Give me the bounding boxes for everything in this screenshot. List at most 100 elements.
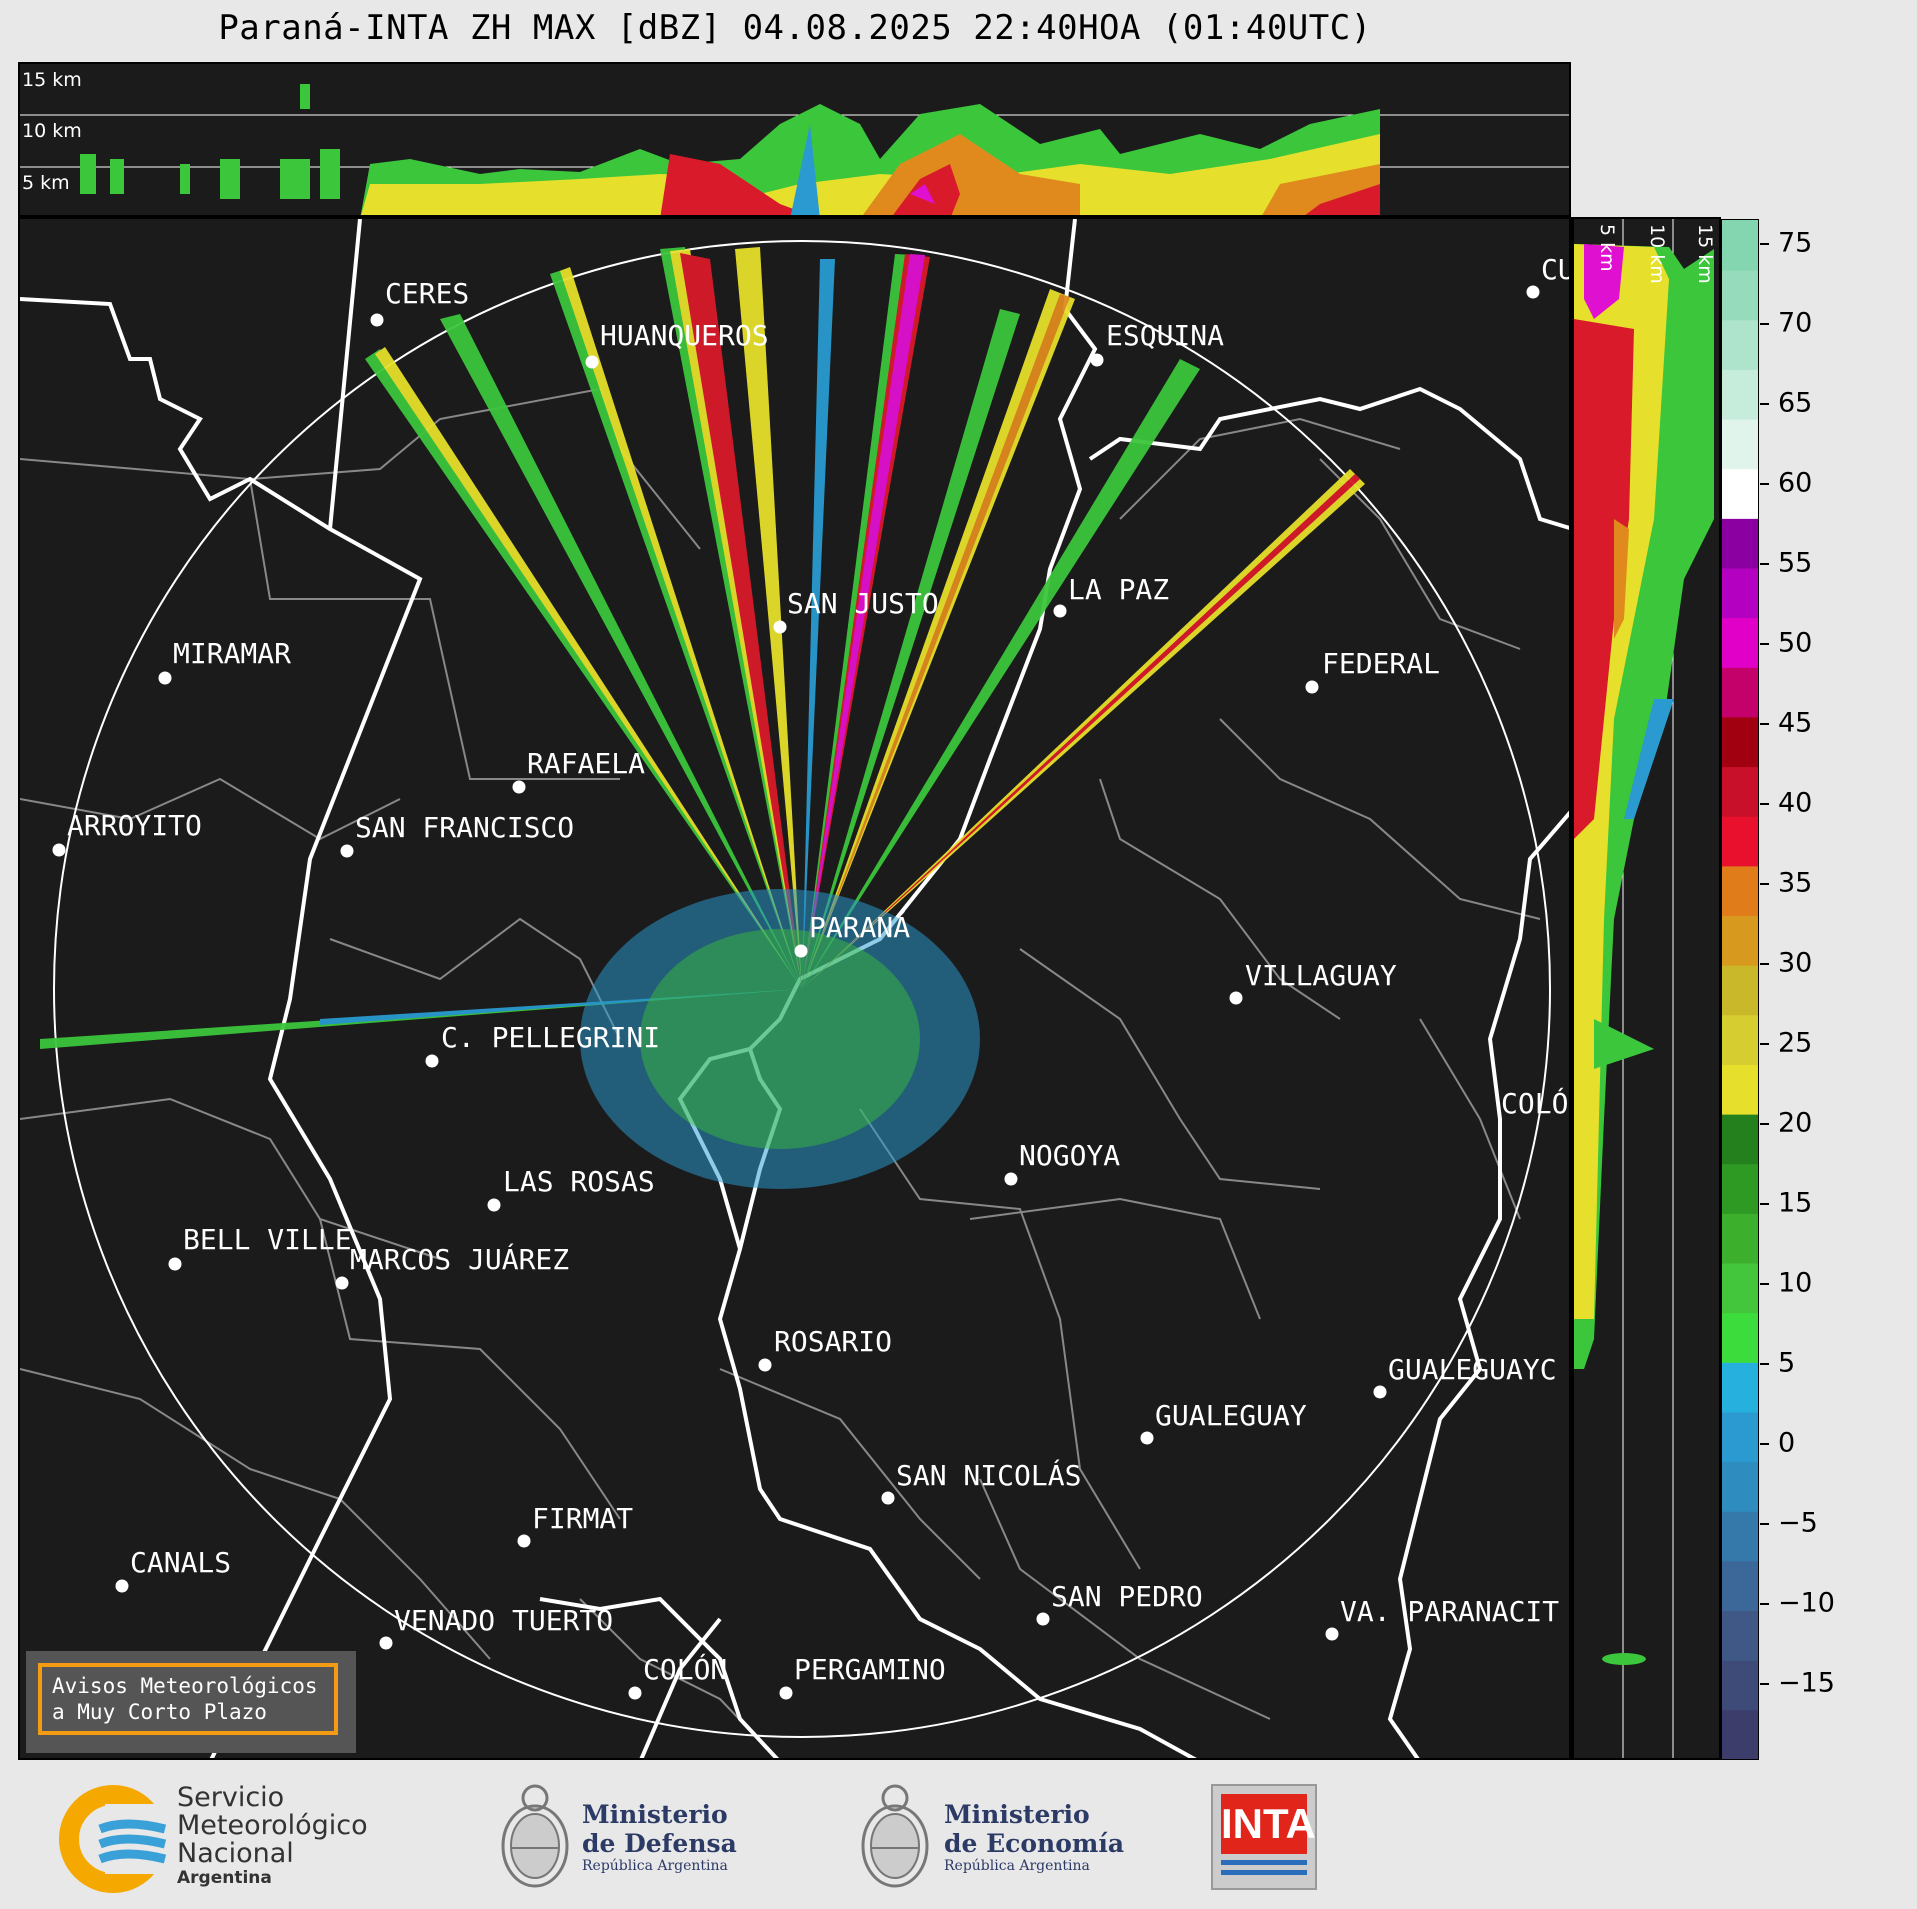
- colorbar-band: [1722, 1610, 1758, 1661]
- colorbar-band: [1722, 319, 1758, 370]
- colorbar-band: [1722, 1063, 1758, 1115]
- city-label-huanqueros: HUANQUEROS: [600, 319, 769, 352]
- colorbar-tick-label: 45: [1778, 707, 1813, 739]
- colorbar-band: [1722, 1411, 1758, 1463]
- smn-logo-icon: [59, 1785, 175, 1893]
- city-label-rafaela: RAFAELA: [527, 747, 646, 780]
- colorbar: [1721, 219, 1759, 1760]
- colorbar-band: [1722, 1510, 1758, 1562]
- colorbar-band: [1722, 865, 1758, 917]
- range-ring: [53, 240, 1551, 1738]
- colorbar-tick: [1760, 1203, 1769, 1205]
- colorbar-band: [1722, 1659, 1758, 1711]
- city-label-bell-ville: BELL VILLE: [183, 1223, 352, 1256]
- colorbar-tick: [1760, 1363, 1769, 1365]
- defensa-line1: Ministerio: [582, 1800, 728, 1829]
- city-dot: [335, 1276, 349, 1290]
- colorbar-tick: [1760, 403, 1769, 405]
- economia-line3: República Argentina: [944, 1858, 1090, 1874]
- city-label-las-rosas: LAS ROSAS: [503, 1165, 655, 1198]
- smn-line3: Nacional: [177, 1838, 294, 1869]
- colorbar-band: [1722, 716, 1758, 768]
- city-label-miramar: MIRAMAR: [173, 637, 292, 670]
- colorbar-tick: [1760, 1283, 1769, 1285]
- top-cross-section: 15 km 10 km 5 km: [18, 62, 1571, 217]
- right-cross-section-plot: [1574, 219, 1714, 1758]
- colorbar-band: [1722, 517, 1758, 569]
- defensa-line3: República Argentina: [582, 1858, 728, 1874]
- city-dot: [115, 1579, 129, 1593]
- radar-map-plot: [20, 219, 1569, 1758]
- inta-stripe-2: [1221, 1870, 1307, 1875]
- city-dot: [512, 780, 526, 794]
- inta-logo: INTA: [1211, 1784, 1317, 1890]
- colorbar-tick: [1760, 1683, 1769, 1685]
- colorbar-band: [1722, 666, 1758, 718]
- colorbar-band: [1722, 220, 1758, 271]
- top-echoes: [80, 84, 1380, 215]
- smn-line1: Servicio: [177, 1782, 285, 1813]
- city-dot: [1373, 1385, 1387, 1399]
- colorbar-tick: [1760, 563, 1769, 565]
- colorbar-tick-label: 20: [1778, 1107, 1813, 1139]
- colorbar-tick: [1760, 1523, 1769, 1525]
- avisos-line1: Avisos Meteorológicos: [52, 1674, 318, 1698]
- city-dot: [1229, 991, 1243, 1005]
- city-dot: [794, 944, 808, 958]
- radar-map: CERES HUANQUEROS ESQUINA CU SAN JUSTO LA…: [18, 217, 1571, 1760]
- city-label-marcos-juarez: MARCOS JUÁREZ: [350, 1243, 570, 1276]
- colorbar-tick: [1760, 243, 1769, 245]
- top-height-5: 5 km: [22, 172, 70, 194]
- department-boundaries: [20, 387, 1541, 1758]
- top-height-10: 10 km: [22, 120, 82, 142]
- city-dot: [425, 1054, 439, 1068]
- colorbar-band: [1722, 1113, 1758, 1165]
- city-label-gualeguayc: GUALEGUAYC: [1388, 1353, 1557, 1386]
- city-label-canals: CANALS: [130, 1546, 232, 1579]
- city-label-federal: FEDERAL: [1322, 647, 1441, 680]
- colorbar-band: [1722, 1709, 1758, 1760]
- right-cross-section: 5 km 10 km 15 km: [1571, 217, 1721, 1760]
- city-dot: [158, 671, 172, 685]
- city-dot: [779, 1686, 793, 1700]
- colorbar-band: [1722, 964, 1758, 1016]
- right-echoes: [1574, 244, 1714, 1665]
- city-label-gualeguay: GUALEGUAY: [1155, 1399, 1307, 1432]
- colorbar-band: [1722, 1262, 1758, 1314]
- chart-title: Paraná-INTA ZH MAX [dBZ] 04.08.2025 22:4…: [218, 8, 1372, 48]
- city-label-colo: COLÓ: [1501, 1087, 1569, 1120]
- city-dot: [52, 843, 66, 857]
- right-height-5: 5 km: [1596, 224, 1618, 272]
- colorbar-band: [1722, 1312, 1758, 1363]
- colorbar-tick-label: 5: [1778, 1347, 1796, 1379]
- city-label-esquina: ESQUINA: [1106, 319, 1225, 352]
- colorbar-tick-label: 55: [1778, 547, 1813, 579]
- city-label-parana: PARANÁ: [809, 911, 911, 944]
- city-dot: [773, 620, 787, 634]
- city-dot: [340, 844, 354, 858]
- colorbar-tick-label: 50: [1778, 627, 1813, 659]
- colorbar-tick: [1760, 1443, 1769, 1445]
- city-dot: [1004, 1172, 1018, 1186]
- city-dot: [1140, 1431, 1154, 1445]
- city-dot: [517, 1534, 531, 1548]
- city-label-arroyito: ARROYITO: [67, 809, 202, 842]
- colorbar-tick-label: 25: [1778, 1027, 1813, 1059]
- city-label-firmat: FIRMAT: [532, 1502, 634, 1535]
- inta-stripe-1: [1221, 1860, 1307, 1865]
- right-height-10: 10 km: [1646, 224, 1668, 284]
- colorbar-band: [1722, 1560, 1758, 1612]
- colorbar-band: [1722, 468, 1758, 519]
- right-height-15: 15 km: [1694, 224, 1716, 284]
- city-label-san-justo: SAN JUSTO: [787, 587, 939, 620]
- colorbar-gradient: [1722, 220, 1758, 1760]
- city-label-san-francisco: SAN FRANCISCO: [355, 811, 575, 844]
- colorbar-tick: [1760, 643, 1769, 645]
- city-label-va-paranacit: VA. PARANACIT: [1340, 1595, 1560, 1628]
- colorbar-band: [1722, 1461, 1758, 1512]
- city-label-venado-tuerto: VENADO TUERTO: [394, 1604, 614, 1637]
- city-dot: [1325, 1627, 1339, 1641]
- defensa-line2: de Defensa: [582, 1829, 737, 1858]
- city-dot: [758, 1358, 772, 1372]
- economia-seal-icon: [861, 1784, 929, 1888]
